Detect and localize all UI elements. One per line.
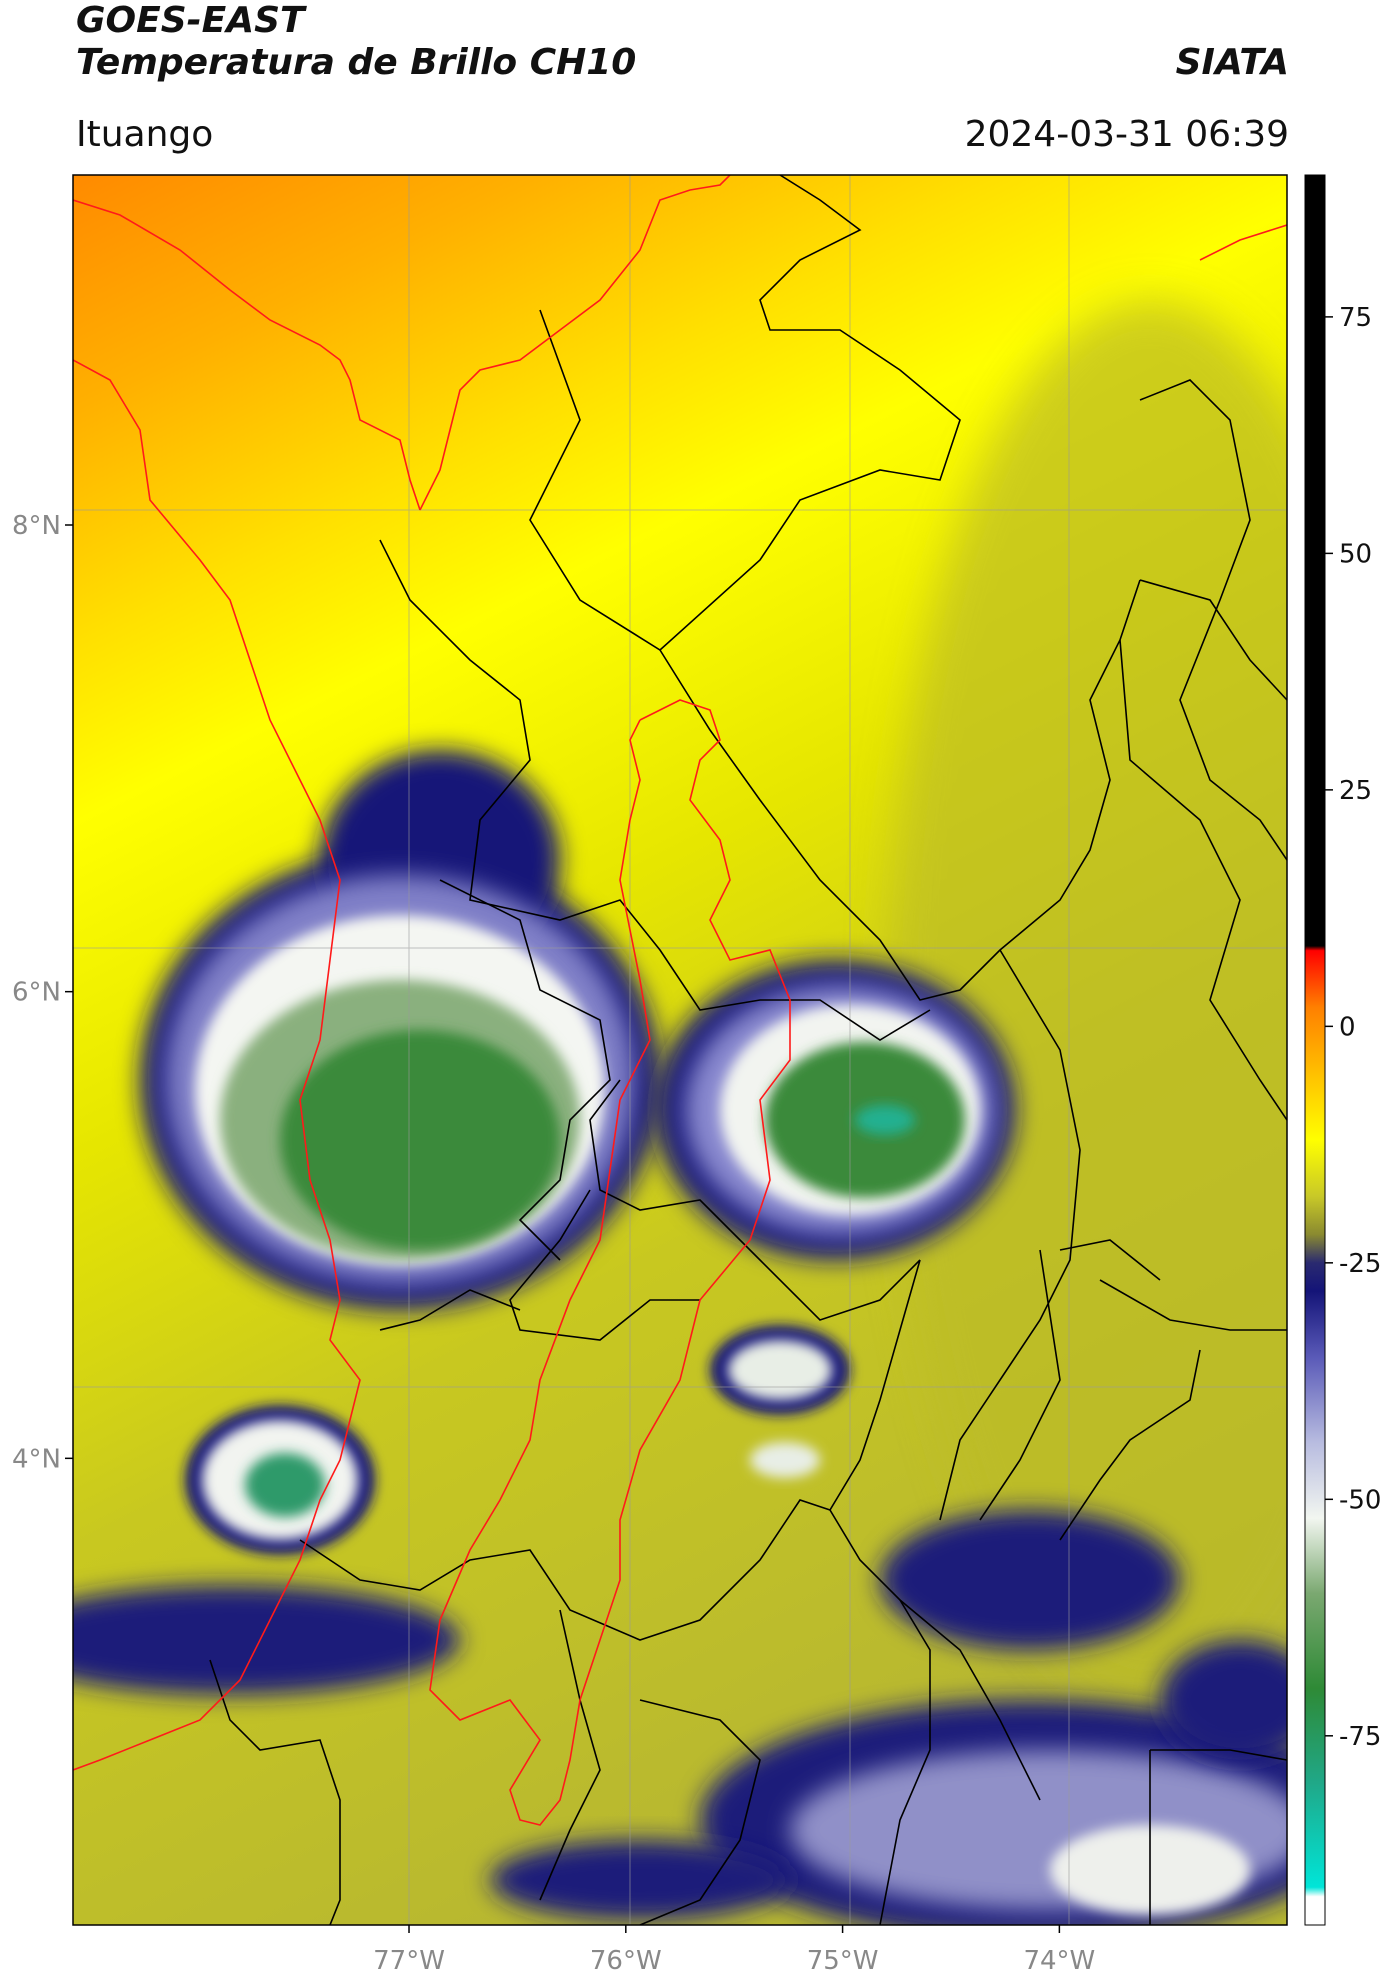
brightness-temperature-map [73,175,1287,1925]
lat-tick-label: 4°N [12,1444,61,1474]
colorbar-tick-label: 75 [1339,303,1372,333]
cloud-cluster-east [655,960,1015,1260]
gridlines [73,175,1287,1925]
colorbar-tick-label: 25 [1339,776,1372,806]
cloud-cell-southwest [185,1405,375,1555]
colorbar-tick-label: -25 [1339,1249,1381,1279]
department-boundaries [209,175,1287,1925]
colorbar: 75 50 25 0 -25 -50 -75 [1304,174,1381,1926]
satellite-title: GOES-EAST [76,0,305,41]
lat-tick-label: 6°N [12,978,61,1008]
colorbar-tick-labels: 75 50 25 0 -25 -50 -75 [1325,303,1381,1752]
coastline-and-basin [73,175,1287,1826]
lat-tick-label: 8°N [12,511,61,541]
colorbar-tick-label: 0 [1339,1012,1356,1042]
map-frame [72,174,1288,1926]
lon-tick-label: 75°W [807,1946,879,1976]
colorbar-tick-label: -75 [1339,1722,1381,1752]
product-title: Temperatura de Brillo CH10 [76,42,637,83]
colorbar-tick-label: -50 [1339,1485,1381,1515]
organization-label: SIATA [1175,42,1289,83]
colorbar-tick-label: 50 [1339,539,1372,569]
colorbar-scale [1304,174,1326,1926]
cloud-cluster-west [140,750,660,1310]
cloud-cell-south-central [710,1325,850,1478]
region-label: Ituango [76,114,214,155]
longitude-tick-labels: 77°W 76°W 75°W 74°W [373,1925,1095,1976]
latitude-tick-labels: 8°N 6°N 4°N [12,511,73,1474]
lon-tick-label: 77°W [373,1946,445,1976]
olive-region [890,300,1287,1700]
lon-tick-label: 76°W [590,1946,662,1976]
cold-band-south [73,1510,1287,1925]
timestamp: 2024-03-31 06:39 [964,114,1289,155]
lon-tick-label: 74°W [1023,1946,1095,1976]
